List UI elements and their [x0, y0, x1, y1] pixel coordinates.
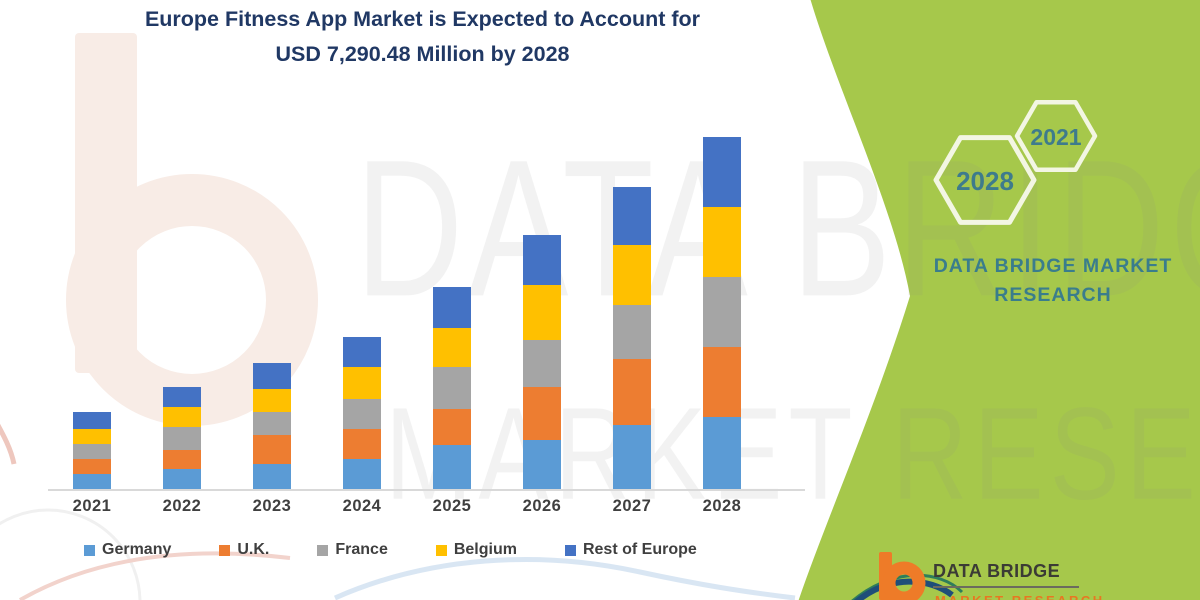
- bar-segment-u-k-: [433, 408, 471, 446]
- bar-chart: 2021 2022 2023 2024 2025 2026 2027 2028: [48, 137, 805, 515]
- bar-segment-germany: [433, 445, 471, 489]
- legend-label: U.K.: [237, 541, 270, 558]
- legend-item-rest-of-europe: Rest of Europe: [564, 541, 697, 559]
- bar-segment-germany: [343, 458, 381, 489]
- legend-swatch: [317, 544, 329, 556]
- legend-item-u-k-: U.K.: [219, 541, 269, 559]
- chart-title: Europe Fitness App Market is Expected to…: [0, 2, 845, 72]
- footer-logo-sub: MARKET RESEARCH: [935, 593, 1105, 600]
- brand-line2: RESEARCH: [994, 284, 1112, 306]
- bar-segment-germany: [703, 417, 741, 489]
- bar-segment-rest-of-europe: [253, 363, 291, 389]
- bar-segment-u-k-: [73, 458, 111, 474]
- hexagon-2028-label: 2028: [956, 166, 1014, 196]
- chart-title-line2: USD 7,290.48 Million by 2028: [275, 42, 570, 66]
- hexagon-2021: [1014, 99, 1098, 173]
- bar-segment-rest-of-europe: [343, 337, 381, 368]
- legend-label: Rest of Europe: [582, 541, 697, 558]
- bar-segment-france: [433, 366, 471, 409]
- brand-line1: DATA BRIDGE MARKET: [933, 255, 1173, 277]
- bar-segment-france: [253, 411, 291, 436]
- bar-segment-germany: [73, 473, 111, 489]
- legend-item-france: France: [317, 541, 388, 559]
- bar-segment-france: [343, 398, 381, 429]
- bar-segment-belgium: [523, 285, 561, 341]
- bar-segment-belgium: [613, 245, 651, 306]
- bar-segment-belgium: [703, 207, 741, 277]
- bar-segment-rest-of-europe: [73, 411, 111, 429]
- green-panel-shape: [798, 0, 1200, 600]
- bar-segment-u-k-: [163, 450, 201, 469]
- chart-title-line1: Europe Fitness App Market is Expected to…: [144, 7, 701, 31]
- legend-item-belgium: Belgium: [435, 541, 517, 559]
- bar-segment-u-k-: [613, 358, 651, 426]
- legend-swatch: [435, 544, 447, 556]
- bar-segment-u-k-: [253, 435, 291, 464]
- bar-segment-rest-of-europe: [163, 387, 201, 408]
- bar-segment-u-k-: [343, 428, 381, 459]
- bar-segment-france: [523, 340, 561, 387]
- legend-item-germany: Germany: [84, 541, 171, 559]
- footer-logo-b-bowl: [882, 561, 926, 600]
- x-axis-label-2026: 2026: [522, 497, 562, 515]
- legend-swatch: [564, 544, 576, 556]
- footer-logo-underline: [933, 586, 1079, 588]
- footer-logo-mark: [851, 552, 964, 600]
- bar-segment-france: [73, 443, 111, 459]
- x-axis-label-2027: 2027: [612, 497, 652, 515]
- x-axis-label-2021: 2021: [72, 497, 112, 515]
- hexagon-2028: [933, 135, 1037, 225]
- legend-label: Belgium: [453, 541, 517, 558]
- bar-segment-germany: [253, 463, 291, 489]
- x-axis-line: [48, 489, 805, 491]
- footer-logo-name: DATA BRIDGE: [933, 561, 1061, 581]
- bar-segment-rest-of-europe: [703, 137, 741, 207]
- footer-logo-blue-swoosh: [854, 578, 954, 600]
- bar-segment-belgium: [163, 407, 201, 428]
- x-axis-label-2028: 2028: [702, 497, 742, 515]
- bar-segment-germany: [523, 440, 561, 489]
- bar-segment-belgium: [343, 367, 381, 399]
- hexagon-2021-label: 2021: [1030, 124, 1081, 150]
- bar-segment-u-k-: [703, 347, 741, 418]
- bar-segment-france: [163, 427, 201, 451]
- x-axis-label-2025: 2025: [432, 497, 472, 515]
- bar-segment-france: [613, 305, 651, 359]
- bar-segment-belgium: [433, 328, 471, 367]
- legend: Germany U.K. France Belgium Rest of Europe: [84, 541, 697, 559]
- x-axis-label-2024: 2024: [342, 497, 382, 515]
- bar-segment-belgium: [253, 388, 291, 412]
- brand-text: DATA BRIDGE MARKET RESEARCH: [928, 252, 1178, 310]
- bar-segment-belgium: [73, 428, 111, 444]
- bar-segment-rest-of-europe: [523, 235, 561, 286]
- x-axis-label-2023: 2023: [252, 497, 292, 515]
- legend-label: France: [335, 541, 388, 558]
- legend-swatch: [84, 544, 95, 556]
- bar-segment-germany: [613, 425, 651, 489]
- bar-segment-rest-of-europe: [433, 286, 471, 329]
- legend-label: Germany: [102, 541, 172, 558]
- legend-swatch: [219, 544, 231, 556]
- bar-segment-germany: [163, 468, 201, 489]
- bar-segment-rest-of-europe: [613, 186, 651, 246]
- bar-segment-france: [703, 277, 741, 348]
- bar-segment-u-k-: [523, 386, 561, 441]
- x-axis-label-2022: 2022: [162, 497, 202, 515]
